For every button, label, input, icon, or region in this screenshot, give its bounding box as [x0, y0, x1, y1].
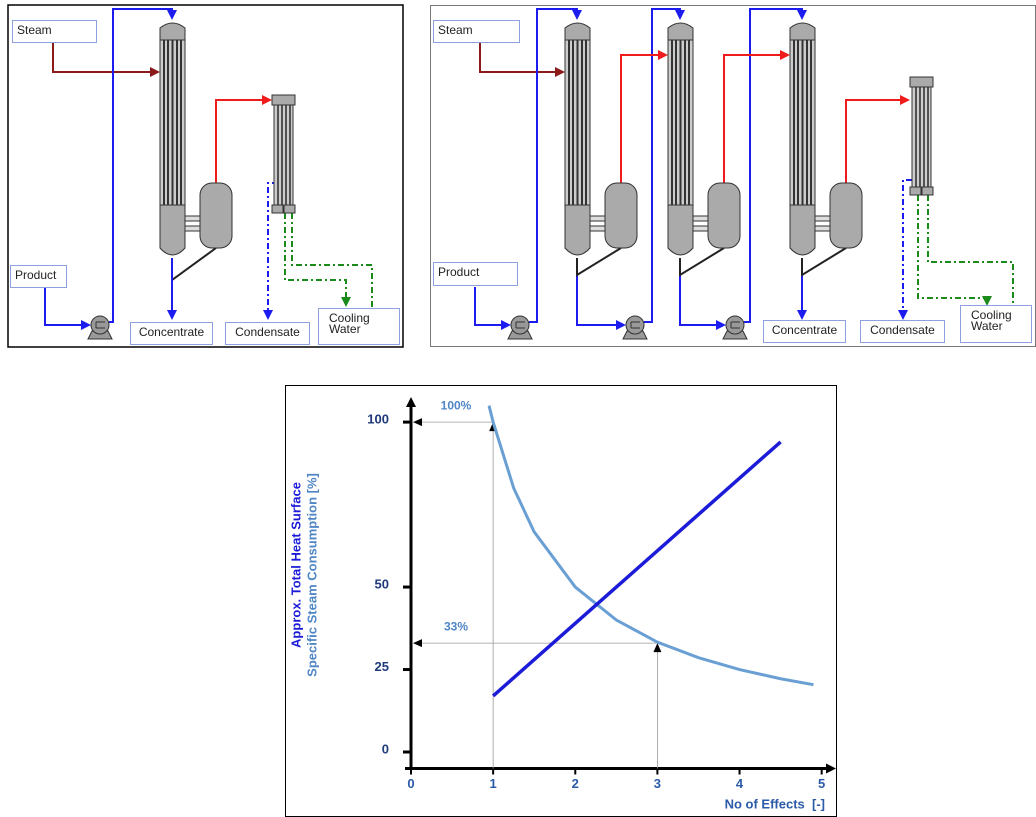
label: Cooling Water: [960, 305, 1032, 343]
label: Cooling Water: [318, 308, 400, 345]
evaporator: [789, 22, 863, 256]
triple-effect-pipes: [474, 8, 1014, 330]
condenser: [909, 76, 934, 196]
guide-label: 33%: [444, 619, 468, 633]
label: Steam: [12, 20, 97, 43]
y-axis-arrow: [406, 397, 416, 407]
x-tick-label: 0: [407, 776, 414, 791]
label: Concentrate: [130, 322, 213, 345]
guide-arrow: [653, 643, 662, 653]
x-tick-label: 2: [572, 776, 579, 791]
y-tick-label: 100: [367, 412, 389, 427]
guide-label: 100%: [441, 398, 472, 412]
evaporator: [667, 22, 741, 256]
pump: [622, 315, 648, 340]
pump: [87, 315, 113, 340]
y-tick-label: 50: [375, 576, 389, 591]
label: Product: [433, 262, 518, 286]
chart: Approx. Total Heat Surface Specific Stea…: [285, 385, 837, 817]
x-tick-label: 1: [490, 776, 497, 791]
label: Steam: [433, 20, 520, 43]
y-axis-label: Specific Steam Consumption [%]: [304, 473, 319, 677]
label: Condensate: [860, 320, 945, 343]
label: Condensate: [225, 322, 310, 345]
series-line: [491, 440, 782, 698]
single-effect-pipes: [44, 8, 373, 330]
pump: [722, 315, 748, 340]
frame: [7, 4, 404, 348]
y-axis-label: Approx. Total Heat Surface: [288, 482, 303, 648]
frame: [430, 5, 1036, 347]
y-tick-label: 25: [375, 659, 389, 674]
label: Product: [10, 265, 67, 288]
x-tick-label: 5: [818, 776, 825, 791]
chart-frame: [285, 385, 837, 817]
x-axis-label: No of Effects [-]: [725, 796, 825, 811]
x-axis-arrow: [826, 763, 836, 774]
x-tick-label: 3: [654, 776, 661, 791]
condenser: [271, 94, 296, 214]
x-tick-label: 4: [736, 776, 744, 791]
series-line: [487, 405, 814, 687]
guide-arrow: [413, 418, 422, 427]
label: Concentrate: [763, 320, 846, 343]
evaporator: [159, 22, 233, 256]
y-tick-label: 0: [382, 741, 389, 756]
guide-arrow: [413, 639, 422, 648]
evaporator: [564, 22, 638, 256]
pump: [507, 315, 533, 340]
